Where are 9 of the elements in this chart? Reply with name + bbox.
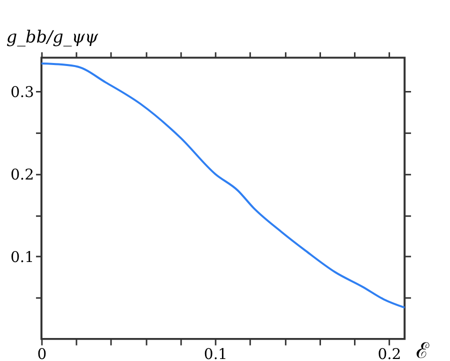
x-axis-title: ℰ (416, 339, 430, 361)
x-tick-label: 0.2 (378, 346, 402, 361)
x-tick-label: 0 (37, 346, 47, 361)
y-tick-label: 0.3 (10, 84, 34, 101)
line-series (40, 62, 406, 309)
y-tick-label: 0.1 (10, 248, 34, 266)
y-axis-title: g_bb/g_ψψ (6, 26, 99, 46)
y-tick-label: 0.2 (10, 166, 34, 184)
x-tick-label: 0.1 (204, 346, 228, 361)
